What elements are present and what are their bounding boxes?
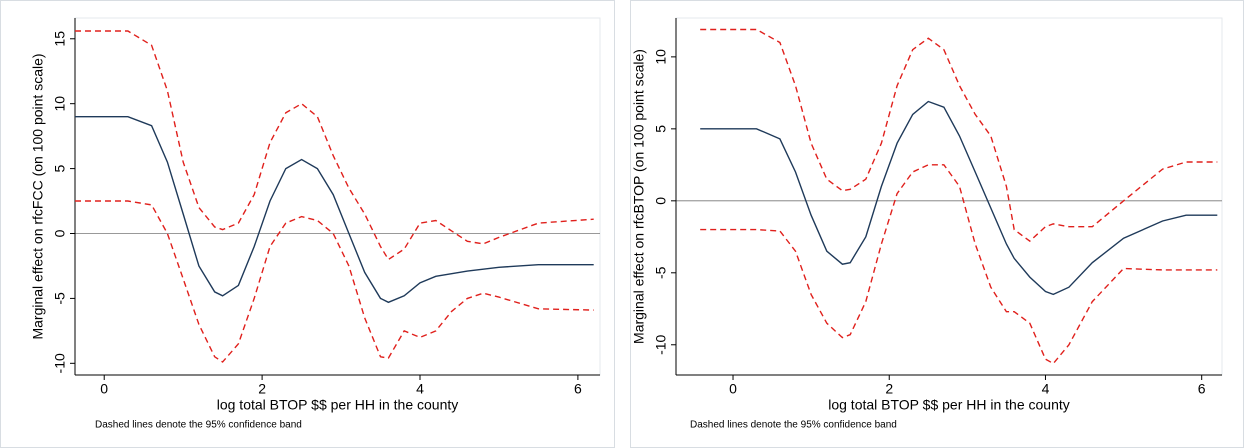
y-tick-label: 10 [653, 49, 669, 65]
x-tick-label: 2 [885, 381, 893, 397]
x-axis-title: log total BTOP $$ per HH in the county [217, 397, 459, 413]
x-tick-label: 4 [416, 381, 424, 397]
y-tick-label: -5 [653, 266, 669, 279]
y-axis-title: Marginal effect on rfcFCC (on 100 point … [30, 53, 46, 339]
series-line [700, 164, 1218, 365]
series-line [700, 100, 1218, 296]
series-line [75, 116, 594, 304]
y-tick-label: -5 [52, 292, 68, 305]
plot-area [675, 17, 1223, 376]
y-axis-title: Marginal effect on rfcBTOP (on 100 point… [631, 49, 647, 344]
x-tick-label: 6 [574, 381, 582, 397]
x-tick-label: 4 [1042, 381, 1050, 397]
y-tick-label: 5 [52, 164, 68, 172]
series-line [75, 30, 594, 261]
y-tick-label: 0 [653, 197, 669, 205]
x-axis-title: log total BTOP $$ per HH in the county [828, 397, 1070, 413]
y-tick-label: 10 [52, 96, 68, 112]
y-tick-label: -10 [653, 334, 669, 354]
y-tick-label: 0 [52, 229, 68, 237]
plot-area [74, 17, 601, 376]
y-tick-label: 15 [52, 31, 68, 47]
x-tick-label: 0 [729, 381, 737, 397]
y-tick-label: 5 [653, 125, 669, 133]
series-line [75, 200, 594, 363]
note: Dashed lines denote the 95% confidence b… [690, 420, 897, 431]
x-tick-label: 6 [1198, 381, 1206, 397]
series-line [700, 28, 1218, 243]
note: Dashed lines denote the 95% confidence b… [95, 420, 302, 431]
y-tick-label: -10 [52, 353, 68, 373]
x-tick-label: 2 [258, 381, 266, 397]
x-tick-label: 0 [100, 381, 108, 397]
